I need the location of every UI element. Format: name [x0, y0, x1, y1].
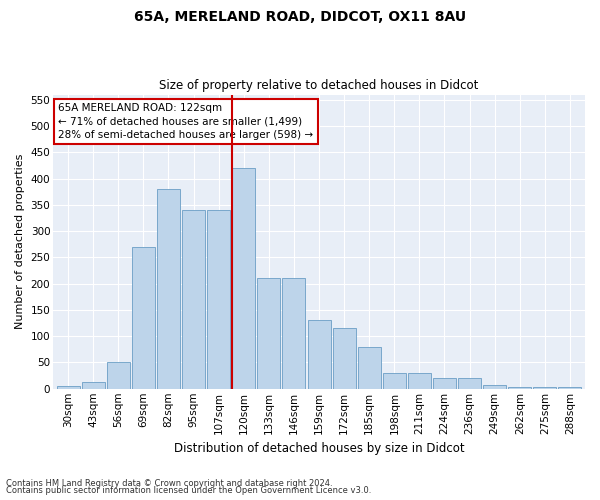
Bar [132, 247, 155, 389]
Bar [508, 387, 532, 389]
Bar [458, 378, 481, 389]
Text: Contains public sector information licensed under the Open Government Licence v3: Contains public sector information licen… [6, 486, 371, 495]
Bar [433, 378, 456, 389]
Bar [82, 382, 105, 389]
Bar [283, 278, 305, 389]
Bar [408, 373, 431, 389]
Bar [257, 278, 280, 389]
Bar [56, 386, 80, 389]
Text: 65A, MERELAND ROAD, DIDCOT, OX11 8AU: 65A, MERELAND ROAD, DIDCOT, OX11 8AU [134, 10, 466, 24]
Text: Contains HM Land Registry data © Crown copyright and database right 2024.: Contains HM Land Registry data © Crown c… [6, 478, 332, 488]
Bar [533, 387, 556, 389]
Bar [358, 346, 381, 389]
Bar [232, 168, 256, 389]
Title: Size of property relative to detached houses in Didcot: Size of property relative to detached ho… [160, 79, 479, 92]
Bar [332, 328, 356, 389]
Bar [157, 189, 180, 389]
X-axis label: Distribution of detached houses by size in Didcot: Distribution of detached houses by size … [174, 442, 464, 455]
Bar [107, 362, 130, 389]
Bar [207, 210, 230, 389]
Bar [383, 373, 406, 389]
Bar [483, 384, 506, 389]
Bar [308, 320, 331, 389]
Bar [182, 210, 205, 389]
Y-axis label: Number of detached properties: Number of detached properties [15, 154, 25, 330]
Bar [559, 387, 581, 389]
Text: 65A MERELAND ROAD: 122sqm
← 71% of detached houses are smaller (1,499)
28% of se: 65A MERELAND ROAD: 122sqm ← 71% of detac… [58, 104, 314, 140]
